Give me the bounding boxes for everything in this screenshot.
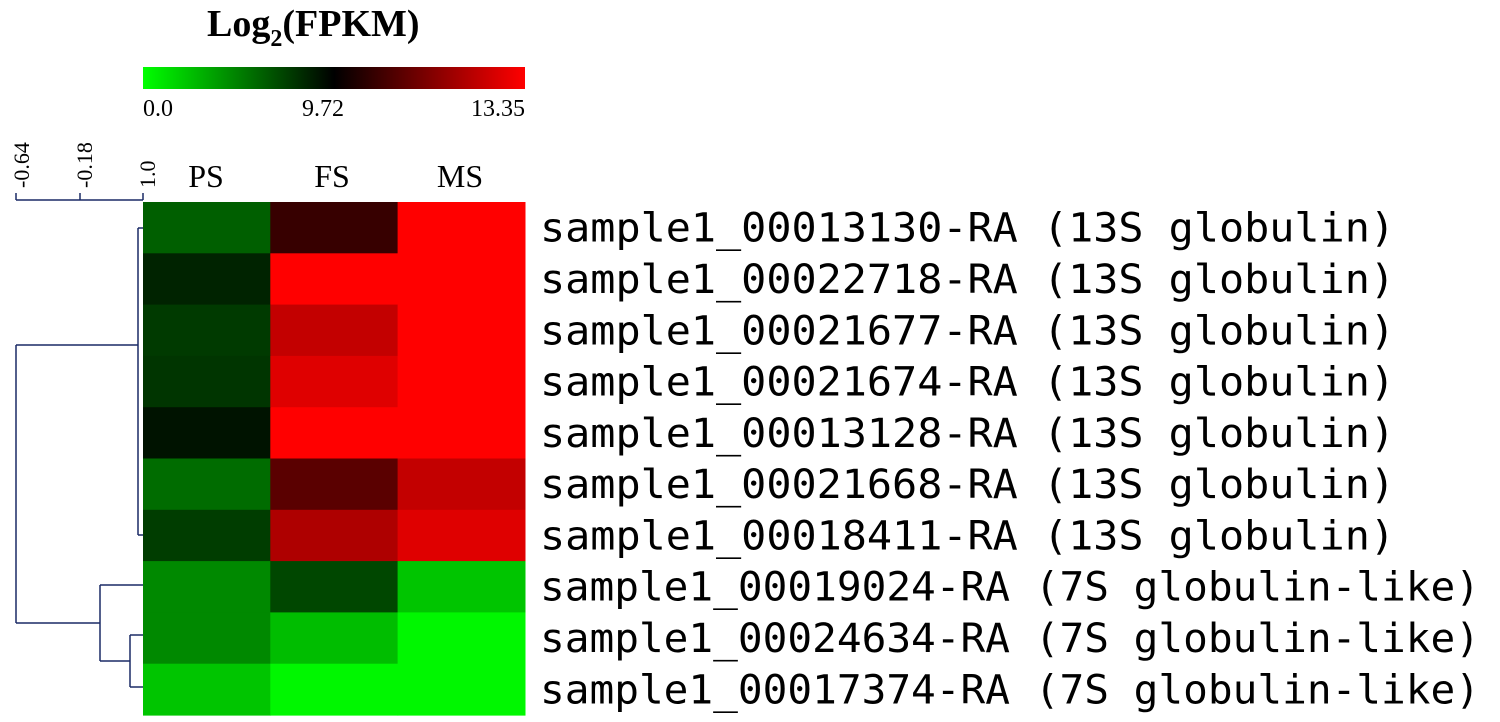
heatmap-cell	[270, 253, 399, 306]
color-scale-mid-label: 9.72	[302, 96, 344, 122]
row-label: sample1_00021677-RA (13S globulin)	[540, 308, 1395, 354]
color-scale-max-label: 13.35	[471, 96, 525, 122]
dendrogram-scale-label: -0.18	[72, 142, 97, 188]
heatmap-cell	[397, 458, 526, 511]
heatmap-cell	[143, 202, 271, 254]
heatmap-cell	[270, 458, 399, 511]
row-label: sample1_00013128-RA (13S globulin)	[540, 411, 1395, 457]
color-scale-bar	[143, 67, 525, 89]
heatmap-cells	[143, 202, 526, 716]
heatmap-cell	[397, 561, 526, 613]
heatmap-cell	[270, 355, 399, 408]
heatmap-cell	[143, 663, 271, 716]
heatmap-cell	[270, 509, 399, 562]
row-label: sample1_00021668-RA (13S globulin)	[540, 462, 1395, 508]
heatmap-cell	[143, 304, 271, 357]
dendrogram-scale-label: -0.64	[9, 142, 34, 188]
heatmap-cell	[397, 304, 526, 357]
heatmap-cell	[270, 561, 399, 613]
row-label: sample1_00024634-RA (7S globulin-like)	[540, 616, 1480, 662]
dendrogram-scale-axis	[15, 193, 144, 201]
heatmap-cell	[143, 509, 271, 562]
heatmap-cell	[397, 509, 526, 562]
heatmap-cell	[143, 355, 271, 408]
row-label: sample1_00018411-RA (13S globulin)	[540, 513, 1395, 559]
heatmap-cell	[270, 202, 399, 254]
heatmap-cell	[270, 304, 399, 357]
heatmap-cell	[143, 458, 271, 511]
heatmap-cell	[397, 202, 526, 254]
row-label: sample1_00021674-RA (13S globulin)	[540, 360, 1395, 406]
heatmap-cell	[270, 407, 399, 460]
row-label: sample1_00017374-RA (7S globulin-like)	[540, 667, 1480, 713]
column-label-ps: PS	[188, 158, 224, 194]
heatmap-cell	[143, 561, 271, 613]
heatmap-cell	[143, 407, 271, 460]
row-label: sample1_00013130-RA (13S globulin)	[540, 206, 1395, 252]
heatmap-cell	[270, 663, 399, 716]
row-dendrogram	[15, 227, 143, 688]
heatmap-cell	[143, 253, 271, 306]
row-label: sample1_00019024-RA (7S globulin-like)	[540, 565, 1480, 611]
heatmap-cell	[397, 612, 526, 665]
heatmap-cell	[143, 612, 271, 665]
heatmap-cell	[397, 407, 526, 460]
dendrogram-scale-label: 1.0	[135, 161, 160, 189]
row-labels: sample1_00013130-RA (13S globulin) sample…	[540, 206, 1480, 714]
row-label: sample1_00022718-RA (13S globulin)	[540, 257, 1395, 303]
heatmap-cell	[397, 253, 526, 306]
chart-title: Log2(FPKM)	[207, 3, 420, 52]
column-label-ms: MS	[437, 158, 483, 194]
heatmap-cell	[270, 612, 399, 665]
color-scale-min-label: 0.0	[143, 96, 173, 122]
heatmap-cell	[397, 355, 526, 408]
column-label-fs: FS	[314, 158, 350, 194]
heatmap-cell	[397, 663, 526, 716]
